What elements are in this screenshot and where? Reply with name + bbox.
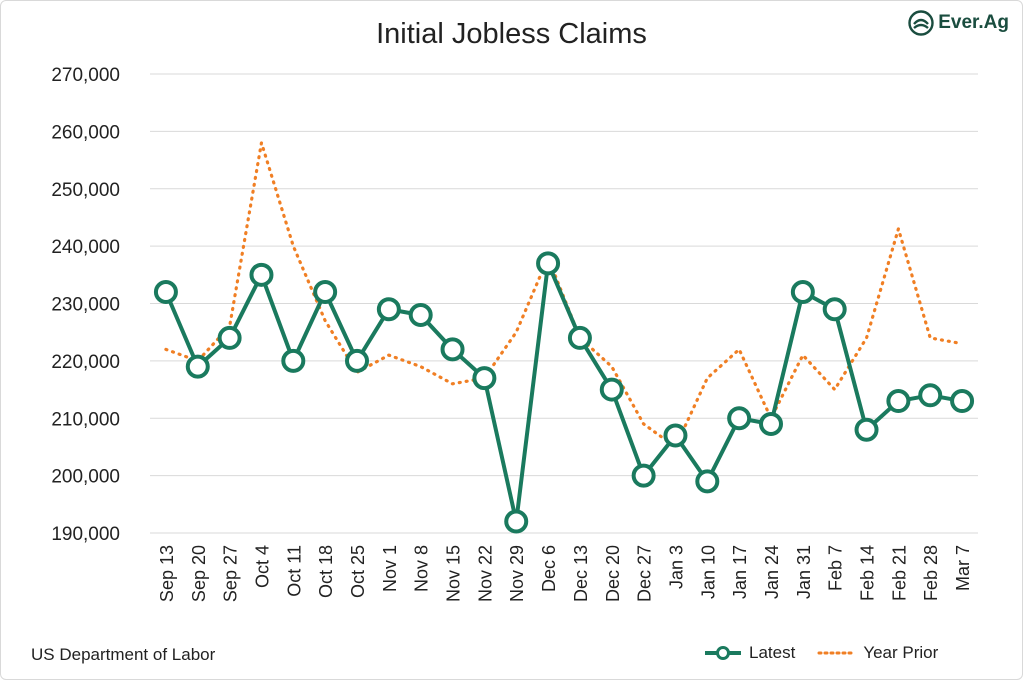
logo-text: Ever.Ag bbox=[938, 12, 1009, 33]
legend-item-year-prior: Year Prior bbox=[817, 643, 938, 663]
x-tick-label: Jan 17 bbox=[730, 545, 750, 599]
data-point-latest bbox=[536, 251, 561, 276]
x-tick-label: Sep 27 bbox=[221, 545, 241, 602]
data-point-latest bbox=[631, 463, 656, 488]
x-tick-label: Sep 13 bbox=[157, 545, 177, 602]
data-point-latest bbox=[281, 348, 306, 373]
data-point-latest bbox=[345, 348, 369, 373]
x-tick-label: Oct 18 bbox=[316, 545, 336, 598]
y-tick-label: 210,000 bbox=[51, 409, 120, 430]
data-point-latest bbox=[918, 383, 943, 408]
x-tick-label: Oct 11 bbox=[284, 545, 304, 597]
x-tick-label: Nov 22 bbox=[475, 545, 495, 602]
x-tick-label: Jan 24 bbox=[762, 545, 782, 599]
data-point-latest bbox=[376, 297, 401, 322]
line-chart: 190,000 200,000 210,000 220,000 230,000 240,0… bbox=[51, 65, 978, 602]
source-note: US Department of Labor bbox=[31, 645, 216, 664]
x-tick-label: Nov 8 bbox=[412, 545, 432, 592]
x-tick-label: Dec 27 bbox=[635, 545, 655, 602]
legend: Latest Year Prior bbox=[703, 643, 960, 663]
y-tick-label: 230,000 bbox=[51, 295, 120, 316]
data-point-latest bbox=[153, 280, 178, 305]
x-tick-label: Sep 20 bbox=[189, 545, 209, 602]
x-tick-label: Mar 7 bbox=[953, 545, 973, 591]
data-point-latest bbox=[695, 469, 720, 494]
series-line-year-prior bbox=[164, 141, 964, 449]
x-tick-label: Nov 15 bbox=[444, 545, 464, 602]
x-tick-label: Feb 7 bbox=[826, 545, 846, 591]
data-point-latest bbox=[440, 337, 465, 362]
y-tick-label: 190,000 bbox=[51, 524, 120, 545]
data-point-latest bbox=[217, 325, 242, 350]
legend-year-prior-swatch bbox=[817, 651, 857, 655]
y-tick-label: 200,000 bbox=[51, 467, 120, 488]
legend-label-year-prior: Year Prior bbox=[863, 643, 939, 662]
brand-logo: Ever.Ag bbox=[908, 10, 1009, 36]
data-point-latest bbox=[567, 325, 592, 350]
x-tick-label: Feb 28 bbox=[921, 545, 941, 601]
data-point-latest bbox=[886, 389, 911, 414]
x-tick-label: Dec 20 bbox=[603, 545, 623, 602]
data-point-latest bbox=[408, 302, 433, 327]
y-tick-label: 220,000 bbox=[51, 352, 120, 373]
ever-ag-logo-icon bbox=[908, 10, 934, 36]
y-tick-label: 270,000 bbox=[51, 65, 120, 86]
data-point-latest bbox=[249, 262, 274, 287]
x-tick-label: Jan 10 bbox=[698, 545, 718, 599]
chart-title: Initial Jobless Claims bbox=[376, 18, 647, 50]
data-point-latest bbox=[472, 366, 497, 391]
y-tick-label: 240,000 bbox=[51, 237, 120, 258]
x-tick-label: Nov 29 bbox=[507, 545, 527, 602]
data-point-latest bbox=[727, 406, 752, 431]
data-point-latest bbox=[599, 377, 624, 402]
x-tick-label: Jan 31 bbox=[794, 545, 814, 599]
x-tick-label: Oct 25 bbox=[348, 545, 368, 598]
data-point-latest bbox=[504, 509, 529, 534]
x-tick-label: Oct 4 bbox=[252, 545, 272, 588]
data-point-latest bbox=[313, 280, 338, 305]
legend-latest-swatch bbox=[705, 646, 741, 660]
x-tick-label: Jan 3 bbox=[666, 545, 686, 589]
data-point-latest bbox=[822, 297, 847, 322]
legend-item-latest: Latest bbox=[703, 643, 795, 663]
data-point-latest bbox=[663, 423, 688, 448]
y-tick-label: 260,000 bbox=[51, 122, 120, 143]
data-point-latest bbox=[854, 417, 879, 442]
x-tick-label: Nov 1 bbox=[380, 545, 400, 592]
x-tick-label: Dec 13 bbox=[571, 545, 591, 602]
legend-label-latest: Latest bbox=[749, 643, 796, 662]
x-tick-label: Feb 21 bbox=[889, 545, 909, 601]
data-point-latest bbox=[790, 280, 815, 305]
x-tick-label: Dec 6 bbox=[539, 545, 559, 592]
y-tick-label: 250,000 bbox=[51, 180, 120, 201]
data-point-latest bbox=[185, 354, 210, 379]
data-point-latest bbox=[759, 411, 783, 436]
data-point-latest bbox=[950, 389, 975, 414]
x-tick-label: Feb 14 bbox=[858, 545, 878, 601]
